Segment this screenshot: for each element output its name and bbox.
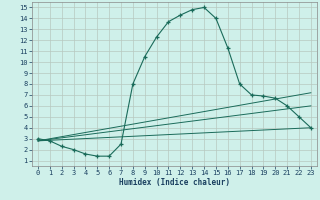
X-axis label: Humidex (Indice chaleur): Humidex (Indice chaleur) <box>119 178 230 187</box>
